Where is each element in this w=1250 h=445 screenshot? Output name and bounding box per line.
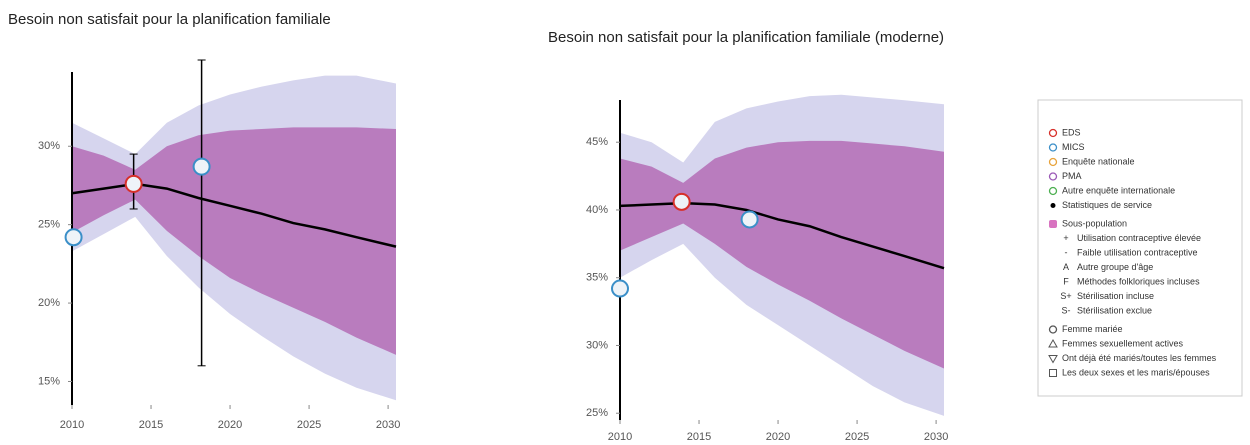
median-line [619,201,945,270]
x-tick-label: 2010 [608,431,632,443]
legend-symbol: - [1065,247,1068,257]
y-tick-label: 20% [38,297,60,309]
legend-label: Faible utilisation contraceptive [1077,247,1198,257]
survey-point [64,228,83,247]
legend-label: Sous-population [1062,218,1127,228]
x-tick-label: 2030 [924,431,948,443]
legend-label: Enquête nationale [1062,156,1135,166]
legend-label: Méthodes folkloriques incluses [1077,276,1200,286]
x-tick-label: 2020 [766,431,790,443]
legend-label: Autre groupe d'âge [1077,262,1153,272]
legend-symbol: S- [1062,305,1071,315]
y-tick-label: 15% [38,375,60,387]
median-line [71,182,397,248]
x-tick-label: 2025 [845,431,869,443]
y-tick-label: 40% [586,204,608,216]
legend-label: Femmes sexuellement actives [1062,338,1184,348]
uncertainty-band [72,127,396,355]
survey-point [192,157,211,176]
legend-marker [1048,157,1058,167]
legend-label: Les deux sexes et les maris/épouses [1062,367,1210,377]
y-tick-label: 45% [586,136,608,148]
y-tick-label: 35% [586,272,608,284]
x-tick-label: 2015 [139,419,163,431]
legend-label: Autre enquête internationale [1062,185,1175,195]
legend-label: MICS [1062,142,1085,152]
x-tick-label: 2015 [687,431,711,443]
legend-label: EDS [1062,127,1081,137]
legend-label: Femme mariée [1062,324,1123,334]
legend-marker [1049,369,1057,377]
legend-marker [1049,220,1057,228]
legend-marker [1048,186,1058,196]
survey-point [124,174,143,193]
y-tick-label: 25% [586,407,608,419]
legend-symbol: F [1063,276,1069,286]
legend-marker [1050,203,1056,208]
legend-label: Utilisation contraceptive élevée [1077,233,1201,243]
legend-marker [1048,128,1058,138]
survey-point [740,210,759,229]
y-tick-label: 30% [586,339,608,351]
legend-symbol: A [1063,262,1069,272]
chart-title: Besoin non satisfait pour la planificati… [548,29,944,46]
x-tick-label: 2030 [376,419,400,431]
x-tick-label: 2020 [218,419,242,431]
legend-marker [1048,172,1058,181]
legend-marker [1048,355,1058,364]
y-tick-label: 30% [38,140,60,152]
legend-box [1037,99,1243,397]
survey-point [611,279,629,298]
legend-label: Stérilisation incluse [1077,291,1154,301]
y-tick-label: 25% [38,219,60,231]
legend-label: Statistiques de service [1062,200,1152,210]
legend-marker [1048,325,1058,334]
legend-symbol: + [1063,233,1068,243]
legend-symbol: S+ [1060,291,1071,301]
legend-label: Ont déjà été mariés/toutes les femmes [1062,353,1217,363]
x-tick-label: 2010 [60,419,84,431]
uncertainty-band [620,140,944,369]
survey-point [672,192,691,211]
chart-title: Besoin non satisfait pour la planificati… [8,11,331,28]
x-tick-label: 2025 [297,419,321,431]
legend-label: Stérilisation exclue [1077,305,1152,315]
legend-marker [1048,143,1058,152]
legend-marker [1048,338,1058,348]
legend-label: PMA [1062,171,1082,181]
